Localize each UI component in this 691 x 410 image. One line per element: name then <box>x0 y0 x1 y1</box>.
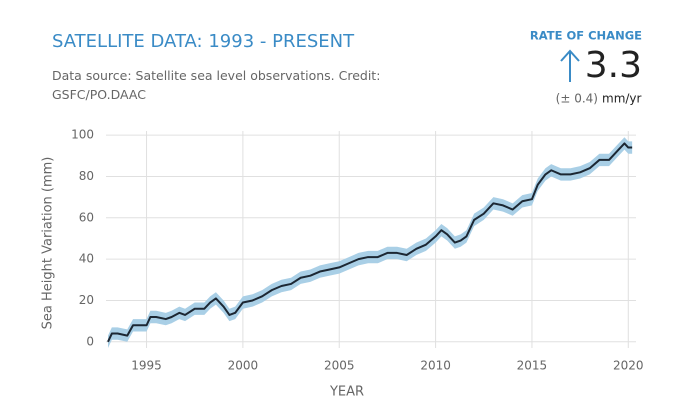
y-tick-label: 20 <box>79 293 94 307</box>
rate-arrow <box>560 49 580 82</box>
x-tick-label: 2015 <box>517 359 548 373</box>
chart-title: SATELLITE DATA: 1993 - PRESENT <box>52 31 355 52</box>
y-tick-label: 60 <box>79 210 94 224</box>
y-tick-label: 80 <box>79 169 94 183</box>
subtitle-box: Data source: Satellite sea level observa… <box>52 68 381 102</box>
y-tick-label: 100 <box>71 128 94 142</box>
x-tick-label: 2005 <box>324 359 355 373</box>
y-axis-label: Sea Height Variation (mm) <box>41 157 56 330</box>
y-tick-label: 40 <box>79 252 94 266</box>
x-axis-label: YEAR <box>329 385 364 400</box>
y-tick-label: 0 <box>86 334 94 348</box>
rate-uncertainty: (± 0.4) <box>556 92 598 106</box>
data-line <box>107 142 633 343</box>
x-tick-label: 1995 <box>131 359 162 373</box>
x-tick-label: 2020 <box>613 359 644 373</box>
x-tick-label: 2000 <box>228 359 259 373</box>
rate-heading: RATE OF CHANGE <box>530 29 642 43</box>
chart-subtitle: Data source: Satellite sea level observa… <box>52 68 381 102</box>
rate-unit: mm/yr <box>602 92 642 106</box>
uncertainty-band <box>108 137 633 348</box>
x-tick-label: 2010 <box>420 359 451 373</box>
rate-value: 3.3 <box>585 45 642 86</box>
